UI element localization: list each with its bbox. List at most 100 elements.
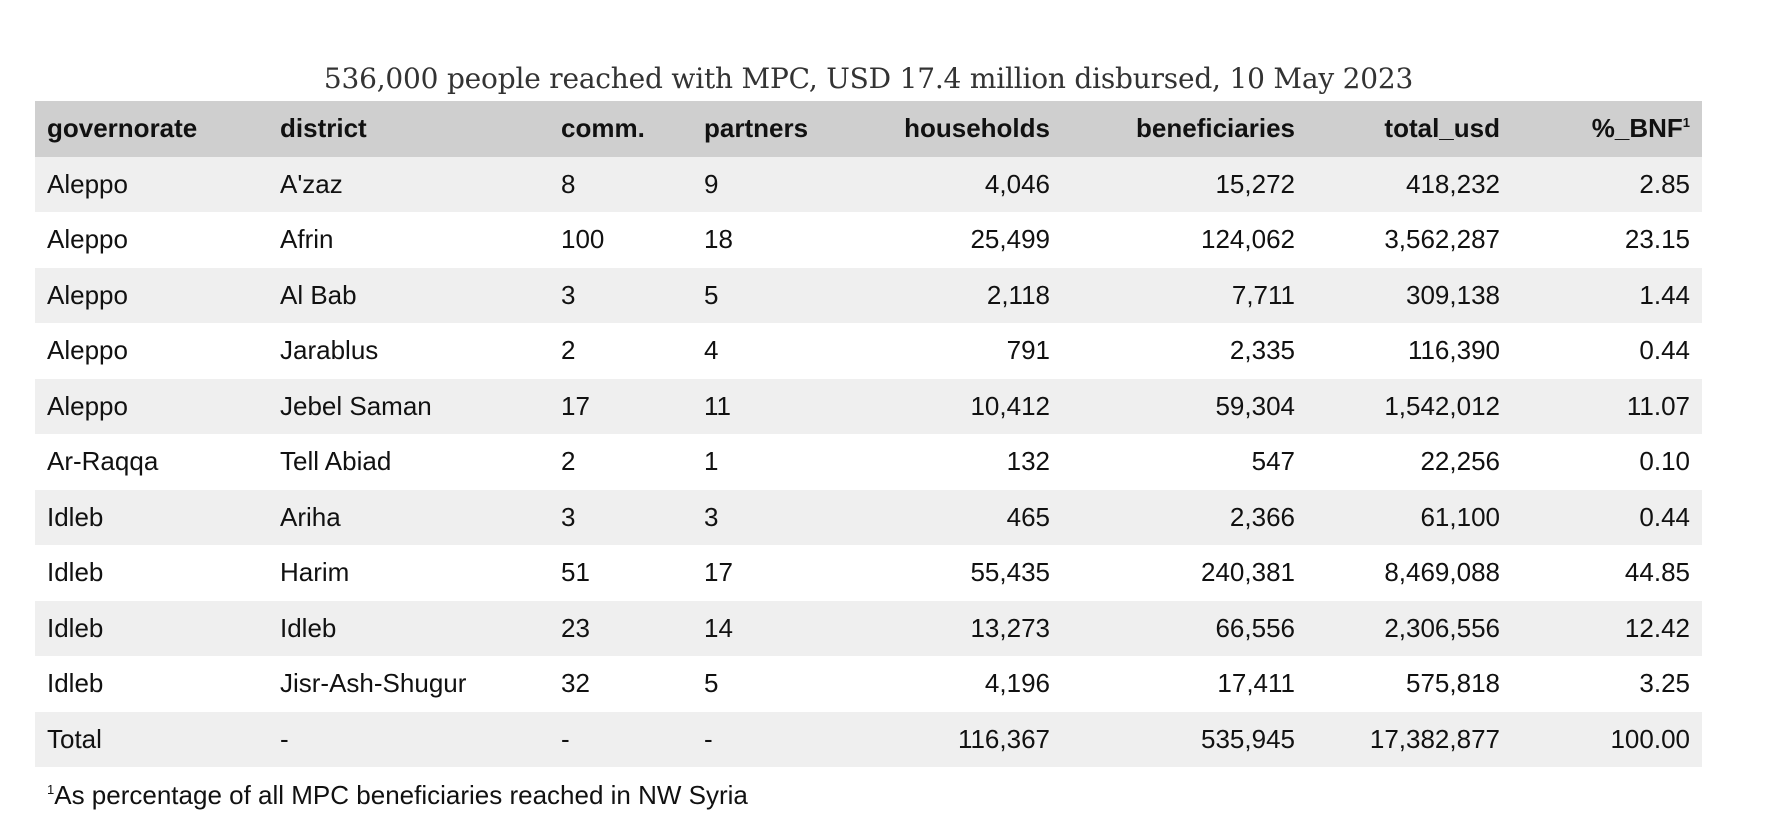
cell-comm: 51 xyxy=(549,545,692,601)
cell-district: - xyxy=(268,711,549,767)
cell-total-usd: 418,232 xyxy=(1307,156,1512,212)
cell-pct-bnf: 12.42 xyxy=(1512,600,1702,656)
cell-households: 791 xyxy=(852,323,1062,379)
cell-governorate: Ar-Raqqa xyxy=(35,434,268,490)
cell-partners: 11 xyxy=(692,378,852,434)
cell-households: 2,118 xyxy=(852,267,1062,323)
table-row: Aleppo Al Bab 3 5 2,118 7,711 309,138 1.44 xyxy=(35,267,1702,323)
cell-total-usd: 8,469,088 xyxy=(1307,545,1512,601)
cell-total-usd: 3,562,287 xyxy=(1307,212,1512,268)
cell-households: 25,499 xyxy=(852,212,1062,268)
cell-district: Tell Abiad xyxy=(268,434,549,490)
cell-governorate: Total xyxy=(35,711,268,767)
cell-households: 4,046 xyxy=(852,156,1062,212)
footnote-text: As percentage of all MPC beneficiaries r… xyxy=(54,780,748,810)
cell-governorate: Idleb xyxy=(35,600,268,656)
footnote-marker: 1 xyxy=(47,782,55,797)
footnote: 1As percentage of all MPC beneficiaries … xyxy=(35,775,1702,815)
cell-governorate: Aleppo xyxy=(35,267,268,323)
table-container: 536,000 people reached with MPC, USD 17.… xyxy=(35,57,1702,815)
cell-partners: 18 xyxy=(692,212,852,268)
cell-total-usd: 575,818 xyxy=(1307,656,1512,712)
cell-beneficiaries: 547 xyxy=(1062,434,1307,490)
header-partners: partners xyxy=(692,101,852,157)
cell-beneficiaries: 66,556 xyxy=(1062,600,1307,656)
cell-governorate: Idleb xyxy=(35,656,268,712)
cell-comm: 2 xyxy=(549,323,692,379)
header-comm: comm. xyxy=(549,101,692,157)
cell-households: 10,412 xyxy=(852,378,1062,434)
cell-partners: 4 xyxy=(692,323,852,379)
data-table: governorate district comm. partners hous… xyxy=(35,101,1702,767)
table-title: 536,000 people reached with MPC, USD 17.… xyxy=(323,62,1414,95)
cell-district: Harim xyxy=(268,545,549,601)
cell-district: Jisr-Ash-Shugur xyxy=(268,656,549,712)
cell-district: Al Bab xyxy=(268,267,549,323)
cell-pct-bnf: 2.85 xyxy=(1512,156,1702,212)
table-row: Idleb Jisr-Ash-Shugur 32 5 4,196 17,411 575,81… xyxy=(35,656,1702,712)
header-total-usd: total_usd xyxy=(1307,101,1512,157)
cell-households: 55,435 xyxy=(852,545,1062,601)
cell-households: 132 xyxy=(852,434,1062,490)
header-row: governorate district comm. partners hous… xyxy=(35,101,1702,157)
cell-beneficiaries: 7,711 xyxy=(1062,267,1307,323)
cell-partners: 5 xyxy=(692,656,852,712)
cell-district: Ariha xyxy=(268,489,549,545)
cell-beneficiaries: 15,272 xyxy=(1062,156,1307,212)
cell-households: 465 xyxy=(852,489,1062,545)
table-body: Aleppo A'zaz 8 9 4,046 15,272 418,232 2.85 Alepp… xyxy=(35,156,1702,767)
cell-households: 13,273 xyxy=(852,600,1062,656)
cell-pct-bnf: 11.07 xyxy=(1512,378,1702,434)
cell-total-usd: 309,138 xyxy=(1307,267,1512,323)
cell-beneficiaries: 2,335 xyxy=(1062,323,1307,379)
cell-beneficiaries: 535,945 xyxy=(1062,711,1307,767)
cell-households: 4,196 xyxy=(852,656,1062,712)
cell-pct-bnf: 44.85 xyxy=(1512,545,1702,601)
table-row: Idleb Harim 51 17 55,435 240,381 8,469,088 44.8… xyxy=(35,545,1702,601)
cell-pct-bnf: 1.44 xyxy=(1512,267,1702,323)
cell-households: 116,367 xyxy=(852,711,1062,767)
cell-district: Afrin xyxy=(268,212,549,268)
cell-pct-bnf: 0.44 xyxy=(1512,323,1702,379)
cell-district: Jebel Saman xyxy=(268,378,549,434)
cell-partners: 3 xyxy=(692,489,852,545)
cell-comm: 32 xyxy=(549,656,692,712)
cell-total-usd: 22,256 xyxy=(1307,434,1512,490)
table-row: Idleb Idleb 23 14 13,273 66,556 2,306,556 12.42 xyxy=(35,600,1702,656)
cell-comm: 17 xyxy=(549,378,692,434)
cell-comm: 3 xyxy=(549,267,692,323)
cell-partners: 5 xyxy=(692,267,852,323)
cell-comm: - xyxy=(549,711,692,767)
table-row: Aleppo Afrin 100 18 25,499 124,062 3,562,287 23… xyxy=(35,212,1702,268)
cell-beneficiaries: 59,304 xyxy=(1062,378,1307,434)
cell-total-usd: 2,306,556 xyxy=(1307,600,1512,656)
cell-district: Idleb xyxy=(268,600,549,656)
cell-partners: 17 xyxy=(692,545,852,601)
cell-pct-bnf: 100.00 xyxy=(1512,711,1702,767)
cell-total-usd: 61,100 xyxy=(1307,489,1512,545)
header-beneficiaries: beneficiaries xyxy=(1062,101,1307,157)
cell-district: A'zaz xyxy=(268,156,549,212)
cell-governorate: Idleb xyxy=(35,489,268,545)
header-pct-bnf: %_BNF1 xyxy=(1512,101,1702,157)
header-pct-bnf-label: %_BNF xyxy=(1591,113,1683,144)
cell-governorate: Aleppo xyxy=(35,156,268,212)
cell-pct-bnf: 23.15 xyxy=(1512,212,1702,268)
cell-total-usd: 17,382,877 xyxy=(1307,711,1512,767)
total-row: Total - - -116,367 535,945 17,382,877 100.00 xyxy=(35,711,1702,767)
header-households: households xyxy=(852,101,1062,157)
cell-partners: 1 xyxy=(692,434,852,490)
cell-governorate: Aleppo xyxy=(35,212,268,268)
cell-governorate: Aleppo xyxy=(35,323,268,379)
header-pct-bnf-footnote-marker: 1 xyxy=(1682,115,1690,131)
cell-comm: 23 xyxy=(549,600,692,656)
cell-comm: 3 xyxy=(549,489,692,545)
cell-partners: 14 xyxy=(692,600,852,656)
cell-pct-bnf: 0.10 xyxy=(1512,434,1702,490)
cell-pct-bnf: 3.25 xyxy=(1512,656,1702,712)
header-governorate: governorate xyxy=(35,101,268,157)
table-row: Idleb Ariha 3 3 465 2,366 61,100 0.44 xyxy=(35,489,1702,545)
cell-beneficiaries: 124,062 xyxy=(1062,212,1307,268)
table-row: Aleppo A'zaz 8 9 4,046 15,272 418,232 2.85 xyxy=(35,156,1702,212)
cell-comm: 2 xyxy=(549,434,692,490)
